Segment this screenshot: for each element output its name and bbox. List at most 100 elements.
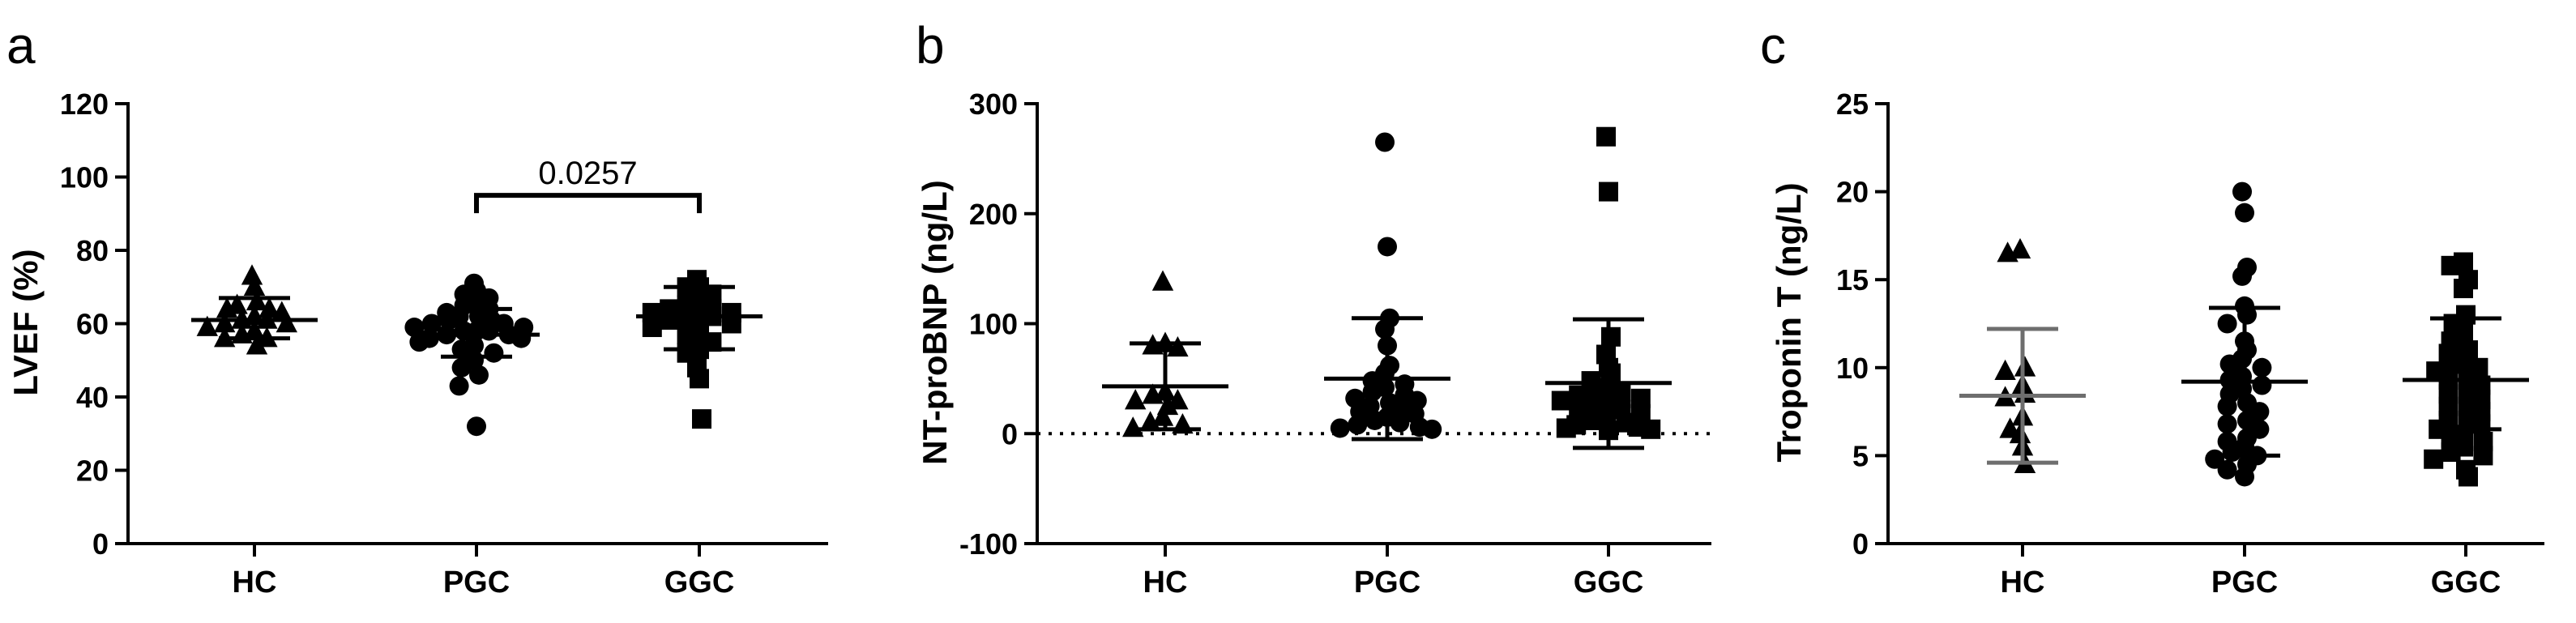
x-tick-label-pgc: PGC	[1354, 565, 1420, 600]
data-point-hc	[214, 312, 236, 333]
data-point-ggc	[2459, 467, 2478, 487]
data-point-pgc	[1348, 415, 1368, 435]
data-point-pgc	[1365, 410, 1385, 430]
data-point-ggc	[1596, 126, 1616, 147]
data-point-pgc	[2235, 203, 2254, 223]
data-point-hc	[258, 297, 280, 318]
data-point-pgc	[409, 332, 429, 352]
data-point-pgc	[2237, 305, 2257, 325]
data-point-hc	[243, 275, 266, 297]
data-point-ggc	[692, 409, 711, 429]
data-point-pgc	[1375, 319, 1395, 339]
data-point-pgc	[2232, 181, 2252, 202]
y-tick-label: 0	[1002, 417, 1018, 450]
panel-a-letter: a	[6, 16, 36, 75]
x-tick-label-hc: HC	[2001, 565, 2045, 600]
data-point-pgc	[2232, 266, 2252, 286]
data-point-hc	[246, 289, 268, 311]
x-tick-label-hc: HC	[1143, 565, 1188, 600]
y-tick-label: 60	[76, 308, 109, 341]
panel-b: b NT-proBNP (ng/L) -100 0 100 200 300 HC PGC GG…	[916, 16, 1711, 600]
p-value-label: 0.0257	[538, 156, 637, 191]
data-point-pgc	[2217, 314, 2237, 334]
data-point-pgc	[2222, 442, 2242, 463]
data-point-hc	[1151, 270, 1174, 291]
y-tick-label: 0	[1852, 527, 1869, 561]
x-tick-label-pgc: PGC	[443, 565, 510, 600]
panel-b-y-axis-label: NT-proBNP (ng/L)	[916, 180, 954, 465]
data-point-hc	[2014, 356, 2036, 377]
y-tick-label: 120	[60, 87, 109, 121]
data-point-hc	[1139, 411, 1161, 432]
data-point-pgc	[404, 318, 425, 338]
x-tick-label-ggc: GGC	[2431, 565, 2501, 600]
panel-c-y-axis-label: Troponin T (ng/L)	[1770, 182, 1808, 462]
data-point-ggc	[1599, 181, 1618, 202]
data-point-pgc	[439, 309, 459, 330]
data-point-ggc	[2473, 446, 2493, 466]
y-tick-label: 5	[1852, 439, 1869, 472]
data-point-pgc	[1422, 419, 1442, 439]
y-tick-label: 80	[76, 234, 109, 267]
data-point-ggc	[690, 369, 709, 389]
x-tick-label-ggc: GGC	[1574, 565, 1644, 600]
panel-a-y-axis-label: LVEF (%)	[6, 249, 45, 395]
y-tick-label: -100	[959, 527, 1018, 561]
data-point-ggc	[1551, 390, 1571, 411]
x-tick-label-pgc: PGC	[2211, 565, 2278, 600]
data-point-pgc	[1390, 412, 1410, 433]
data-point-hc	[1994, 359, 2016, 380]
panel-a: a LVEF (%) 0 20 40 60 80 100 120 HC PGC GGC 0.0257	[6, 16, 828, 600]
data-point-ggc	[2441, 255, 2461, 275]
data-point-hc	[1997, 241, 2019, 262]
y-tick-label: 300	[969, 87, 1018, 121]
data-point-ggc	[2441, 442, 2461, 463]
data-point-ggc	[1569, 385, 1589, 405]
data-point-pgc	[484, 343, 504, 363]
data-point-hc	[1167, 335, 1189, 357]
x-tick-label-hc: HC	[233, 565, 277, 600]
data-point-pgc	[511, 328, 532, 348]
y-tick-label: 40	[76, 381, 109, 414]
data-point-hc	[1142, 383, 1164, 404]
data-point-pgc	[449, 376, 469, 396]
data-point-ggc	[2424, 449, 2444, 469]
data-point-pgc	[451, 357, 472, 378]
y-tick-label: 100	[60, 161, 109, 194]
data-point-hc	[1122, 416, 1144, 437]
data-point-hc	[276, 312, 297, 333]
data-point-hc	[216, 297, 238, 318]
data-point-pgc	[467, 416, 486, 437]
data-point-ggc	[660, 309, 680, 330]
data-point-ggc	[1583, 410, 1604, 430]
data-point-pgc	[2252, 375, 2272, 395]
data-point-pgc	[2217, 396, 2237, 416]
data-point-pgc	[1375, 132, 1395, 152]
data-point-hc	[241, 264, 263, 285]
data-point-ggc	[2454, 279, 2473, 299]
y-tick-label: 15	[1836, 263, 1869, 297]
data-point-hc	[246, 334, 268, 355]
y-tick-label: 0	[92, 527, 109, 561]
data-point-pgc	[2217, 459, 2237, 480]
y-tick-label: 25	[1836, 87, 1869, 121]
data-point-hc	[1151, 405, 1174, 426]
y-tick-label: 200	[969, 198, 1018, 231]
panel-b-letter: b	[916, 16, 945, 75]
data-point-ggc	[1641, 419, 1661, 439]
data-point-hc	[196, 315, 218, 336]
data-point-ggc	[642, 318, 662, 338]
panel-c: c Troponin T (ng/L) 0 5 10 15 20 25 HC PGC GGC	[1760, 16, 2544, 600]
data-point-pgc	[1362, 382, 1382, 402]
panel-c-letter: c	[1760, 16, 1786, 75]
data-point-pgc	[2219, 354, 2240, 374]
data-point-ggc	[1601, 326, 1621, 347]
data-point-pgc	[451, 339, 472, 360]
data-point-pgc	[2217, 414, 2237, 434]
data-point-pgc	[421, 314, 442, 334]
y-tick-label: 10	[1836, 352, 1869, 385]
data-point-hc	[2009, 422, 2031, 444]
data-point-ggc	[1556, 418, 1576, 438]
x-tick-label-ggc: GGC	[664, 565, 735, 600]
